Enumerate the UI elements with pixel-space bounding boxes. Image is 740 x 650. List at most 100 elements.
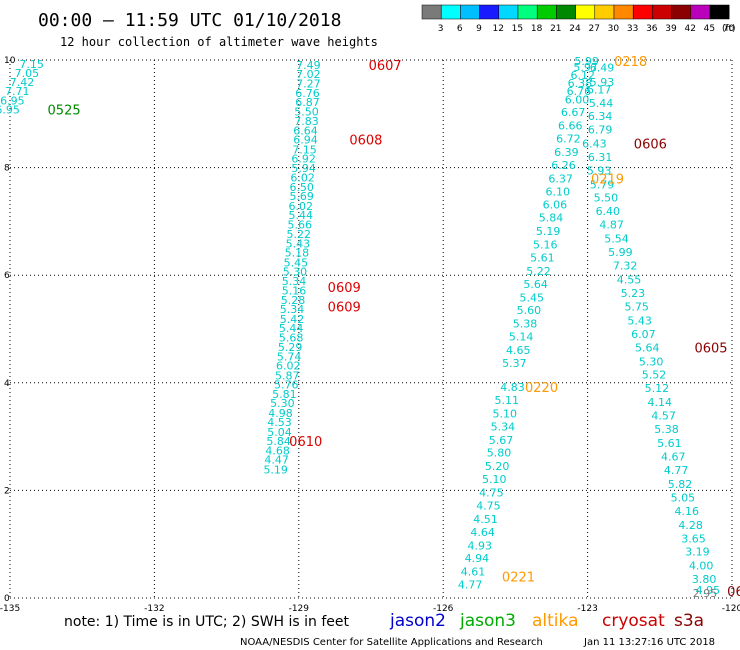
wave-height-value: 5.34 [280,303,305,316]
y-tick-label: 4 [4,379,10,389]
wave-height-value: 4.93 [468,539,493,552]
wave-height-value: 5.19 [263,463,288,476]
wave-height-value: 3.80 [692,573,717,586]
chart-title: 00:00 – 11:59 UTC 01/10/2018 [38,10,341,31]
y-tick-label: 8 [4,164,10,174]
pass-time-labels: 0525 0607 0608 0609 0609 0610 0218 0219 0220 0221… [48,55,740,600]
wave-height-value: 5.80 [487,447,512,460]
wave-height-value: 5.11 [494,394,519,407]
color-scale-swatch [594,4,615,20]
wave-height-value: 3.65 [681,532,706,545]
wave-height-value: 4.14 [648,396,673,409]
wave-height-value: 5.75 [624,300,649,313]
wave-height-value: 5.66 [288,219,313,232]
color-scale-swatch [671,4,692,20]
wave-height-value: 5.38 [513,318,538,331]
pass-time-label: 0607 [369,59,402,74]
wave-height-value: 5.16 [282,284,307,297]
color-scale-swatch [536,4,557,20]
y-tick-label: 2 [4,486,10,496]
wave-height-value: 6.66 [558,120,583,133]
legend-cryosat: cryosat [602,611,665,631]
pass-time-label: 0609 [328,281,361,296]
legend-jason2: jason2 [389,611,446,631]
wave-height-value: 5.94 [291,162,316,175]
wave-height-value: 5.18 [285,247,310,260]
y-tick-label: 0 [4,594,10,604]
x-tick-label: -129 [289,604,310,614]
wave-height-value: 5.87 [275,369,300,382]
wave-height-value: 5.04 [267,426,292,439]
color-scale-tick: 3 [438,24,444,34]
units-note: note: 1) Time is in UTC; 2) SWH is in fe… [64,614,350,630]
legend-altika: altika [532,611,579,631]
color-scale-tick: 39 [665,24,677,34]
color-scale-tick: 70 [723,24,735,34]
wave-height-value: 7.15 [19,58,44,71]
x-tick-label: -132 [144,604,164,614]
wave-height-value: 6.49 [590,62,615,75]
wave-height-value: 6.02 [276,360,301,373]
color-scale-tick: 36 [646,24,658,34]
wave-height-value: 4.67 [661,451,686,464]
wave-height-value: 5.45 [284,256,309,269]
wave-height-value: 5.44 [279,322,304,335]
wave-height-value: 4.16 [675,505,700,518]
pass-time-label: 0604 [727,585,740,600]
wave-height-value: 4.87 [599,219,624,232]
wave-height-value: 6.67 [561,106,586,119]
wave-height-value: 5.84 [266,435,291,448]
wave-height-value: 4.57 [651,410,676,423]
color-scale-swatch [575,4,596,20]
color-scale-swatch [517,4,538,20]
pass-time-label: 0218 [614,55,647,70]
wave-height-value: 5.30 [639,355,664,368]
wave-height-value: 6.07 [631,328,656,341]
wave-height-value: 5.34 [491,420,516,433]
wave-height-value: 4.28 [678,519,703,532]
color-scale-swatch [613,4,634,20]
wave-height-value: 5.29 [278,341,303,354]
wave-height-value: 5.60 [517,304,542,317]
wave-height-value: 4.68 [265,445,290,458]
wave-height-value: 6.17 [587,84,612,97]
wave-height-value: 5.52 [642,369,667,382]
credit-line: NOAA/NESDIS Center for Satellite Applica… [240,637,543,648]
wave-height-value: 5.79 [590,178,615,191]
wave-height-value: 4.94 [465,552,490,565]
wave-height-value: 6.50 [289,181,314,194]
wave-height-value: 6.95 [0,103,20,116]
wave-height-value: 4.75 [479,487,504,500]
wave-height-value: 6.38 [568,77,593,90]
wave-height-value: 5.45 [520,291,545,304]
wave-height-value: 5.69 [289,190,314,203]
pass-time-label: 0606 [634,137,667,152]
color-scale-swatch [498,4,519,20]
color-scale-tick: 33 [627,24,638,34]
color-scale-swatch [632,4,653,20]
wave-height-value: 5.22 [526,265,551,278]
x-tick-label: -123 [577,604,597,614]
wave-height-value: 7.02 [296,68,321,81]
wave-height-value: 5.34 [282,275,307,288]
wave-height-value: 5.64 [523,278,548,291]
wave-height-value: 6.26 [551,159,576,172]
wave-height-value: 4.98 [268,407,293,420]
wave-height-value: 4.55 [617,274,642,287]
wave-height-value: 6.95 [0,94,25,107]
wave-height-value: 4.95 [696,584,721,597]
wave-height-value: 6.92 [291,152,316,165]
y-axis-tick-labels: 0 2 4 6 8 10 [4,56,16,604]
wave-height-value: 6.37 [548,172,573,185]
pass-time-label: 0221 [502,570,535,585]
wave-height-value: 5.10 [482,473,507,486]
wave-height-value: 5.20 [485,460,510,473]
x-tick-label: -120 [722,604,740,614]
wave-height-value: 6.64 [293,124,318,137]
color-scale-tick: 42 [684,24,695,34]
wave-height-value: 5.12 [645,382,670,395]
wave-height-value: 4.65 [506,344,531,357]
wave-height-value: 6.06 [543,199,568,212]
wave-height-value: 5.14 [509,331,534,344]
